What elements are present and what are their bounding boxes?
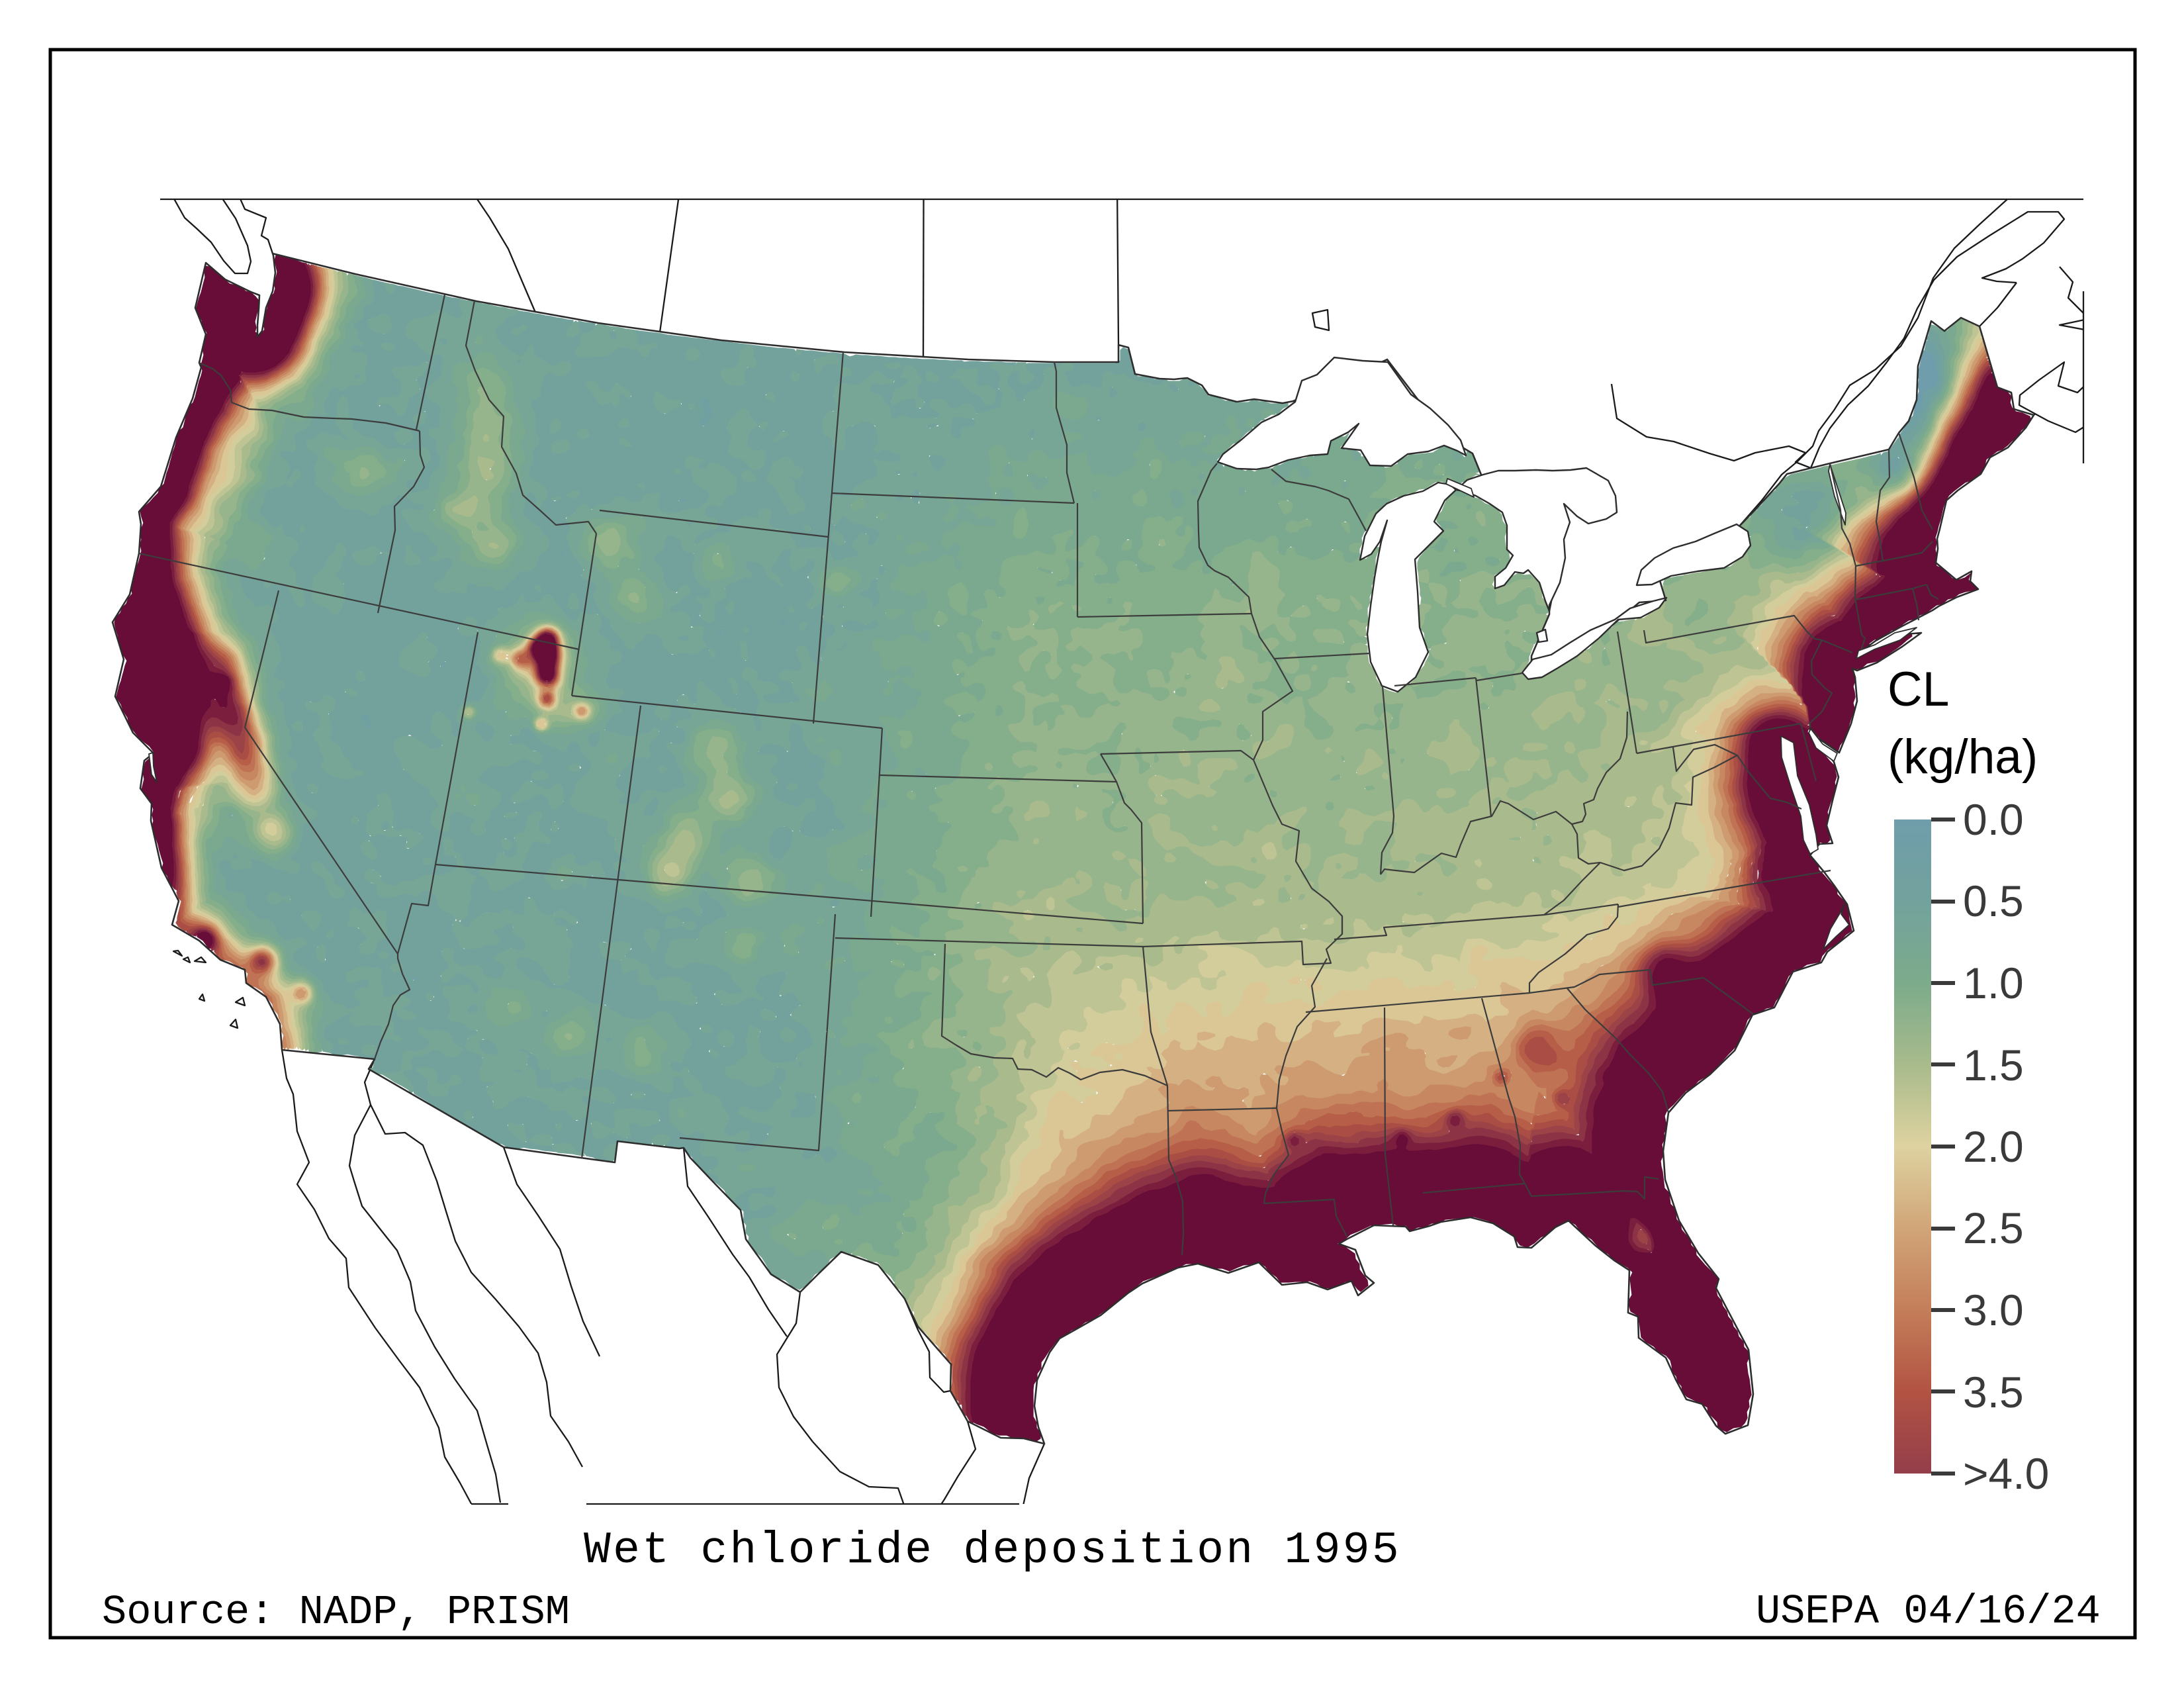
svg-text:0.0: 0.0 (1963, 795, 2024, 844)
svg-text:(kg/ha): (kg/ha) (1888, 730, 2038, 784)
svg-text:3.0: 3.0 (1963, 1286, 2024, 1335)
svg-text:CL: CL (1888, 663, 1949, 716)
svg-text:USEPA 04/16/24: USEPA 04/16/24 (1756, 1588, 2101, 1635)
svg-text:2.5: 2.5 (1963, 1203, 2024, 1252)
svg-text:Wet chloride deposition 1995: Wet chloride deposition 1995 (584, 1525, 1401, 1576)
svg-text:1.5: 1.5 (1963, 1041, 2024, 1090)
svg-text:2.0: 2.0 (1963, 1122, 2024, 1171)
svg-text:>4.0: >4.0 (1963, 1449, 2049, 1498)
svg-text:Source: NADP, PRISM: Source: NADP, PRISM (102, 1589, 570, 1636)
svg-text:0.5: 0.5 (1963, 876, 2024, 925)
svg-text:3.5: 3.5 (1963, 1368, 2024, 1417)
svg-text:1.0: 1.0 (1963, 959, 2024, 1008)
